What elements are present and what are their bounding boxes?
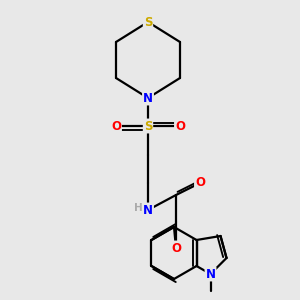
Text: N: N [143,203,153,217]
Text: N: N [206,268,215,281]
Text: S: S [144,119,152,133]
Text: N: N [143,92,153,104]
Text: O: O [111,119,121,133]
Text: S: S [144,16,152,28]
Text: O: O [171,242,181,254]
Text: O: O [175,119,185,133]
Text: H: H [134,203,142,213]
Text: O: O [195,176,205,190]
